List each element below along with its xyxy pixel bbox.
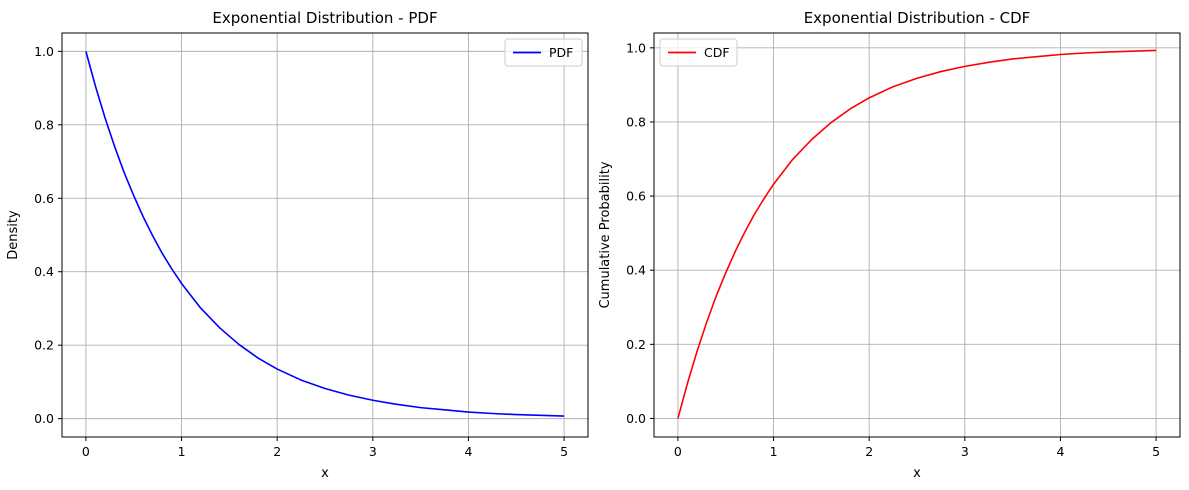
chart-title: Exponential Distribution - PDF <box>212 9 437 27</box>
x-tick-label: 3 <box>369 444 377 459</box>
x-tick-label: 4 <box>464 444 472 459</box>
chart-title: Exponential Distribution - CDF <box>804 9 1031 27</box>
x-tick-label: 2 <box>273 444 281 459</box>
x-tick-label: 1 <box>178 444 186 459</box>
y-axis-label: Cumulative Probability <box>598 161 613 308</box>
y-tick-label: 0.6 <box>626 189 646 204</box>
legend-box <box>659 38 738 67</box>
x-tick-label: 5 <box>1152 444 1160 459</box>
y-tick-label: 0.6 <box>34 191 54 206</box>
y-axis-label: Density <box>6 210 21 260</box>
y-tick-label: 0.0 <box>34 411 54 426</box>
x-tick-label: 2 <box>865 444 873 459</box>
y-tick-label: 0.0 <box>626 411 646 426</box>
x-axis-label: x <box>321 466 329 481</box>
y-tick-label: 1.0 <box>34 44 54 59</box>
chart-panel-1: 0 1 2 3 4 5 0.0 0.2 0.4 0.6 0.8 1.0 Exponential Dist… <box>598 9 1181 481</box>
x-tick-label: 1 <box>770 444 778 459</box>
legend-label: CDF <box>704 45 730 60</box>
plot-frame <box>653 32 1181 438</box>
chart-panel-0: 0 1 2 3 4 5 0.0 0.2 0.4 0.6 0.8 1.0 Exponential Dist… <box>6 9 589 481</box>
series-line-pdf <box>85 51 565 417</box>
y-tick-label: 0.4 <box>626 263 646 278</box>
legend-box <box>504 38 583 67</box>
x-tick-label: 3 <box>961 444 969 459</box>
y-tick-label: 0.8 <box>626 114 646 129</box>
legend: PDF <box>504 38 583 67</box>
x-tick-label: 0 <box>82 444 90 459</box>
y-tick-label: 0.2 <box>626 337 646 352</box>
legend: CDF <box>659 38 738 67</box>
x-tick-label: 4 <box>1056 444 1064 459</box>
legend-label: PDF <box>549 45 573 60</box>
x-axis-label: x <box>913 466 921 481</box>
y-tick-label: 0.8 <box>34 117 54 132</box>
x-tick-label: 5 <box>560 444 568 459</box>
plot-frame <box>61 32 589 438</box>
x-tick-label: 0 <box>674 444 682 459</box>
y-tick-label: 0.2 <box>34 338 54 353</box>
y-tick-label: 0.4 <box>34 264 54 279</box>
series-line-cdf <box>677 49 1157 419</box>
y-tick-label: 1.0 <box>626 40 646 55</box>
